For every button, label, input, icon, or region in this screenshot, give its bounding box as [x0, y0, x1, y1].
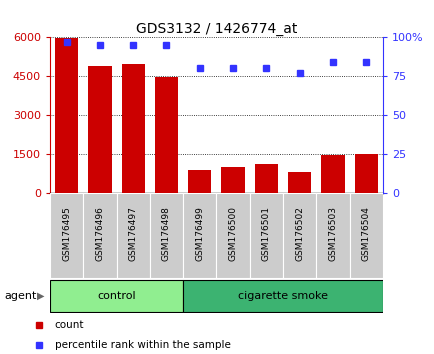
Bar	[354, 154, 377, 193]
Bar	[121, 64, 145, 193]
Text: GSM176502: GSM176502	[294, 206, 303, 261]
Bar	[155, 78, 178, 193]
Text: GSM176496: GSM176496	[95, 206, 104, 261]
Bar	[83, 193, 116, 278]
Text: GSM176500: GSM176500	[228, 206, 237, 261]
Text: ▶: ▶	[37, 291, 44, 301]
Bar	[349, 193, 382, 278]
Text: GSM176504: GSM176504	[361, 206, 370, 261]
Text: GSM176495: GSM176495	[62, 206, 71, 261]
Bar	[316, 193, 349, 278]
Bar	[55, 39, 78, 193]
Bar	[183, 280, 382, 312]
Bar	[320, 154, 344, 193]
Text: control: control	[97, 291, 135, 301]
Bar	[249, 193, 283, 278]
Text: GSM176501: GSM176501	[261, 206, 270, 261]
Bar	[116, 193, 149, 278]
Bar	[88, 66, 112, 193]
Text: cigarette smoke: cigarette smoke	[237, 291, 327, 301]
Text: percentile rank within the sample: percentile rank within the sample	[55, 340, 230, 350]
Text: GSM176503: GSM176503	[328, 206, 337, 261]
Bar	[187, 170, 211, 193]
Text: count: count	[55, 320, 84, 330]
Title: GDS3132 / 1426774_at: GDS3132 / 1426774_at	[135, 22, 296, 36]
Bar	[216, 193, 249, 278]
Bar	[149, 193, 183, 278]
Text: agent: agent	[4, 291, 36, 301]
Bar	[183, 193, 216, 278]
Bar	[283, 193, 316, 278]
Bar	[50, 193, 83, 278]
Bar	[50, 280, 183, 312]
Text: GSM176499: GSM176499	[195, 206, 204, 261]
Bar	[254, 164, 277, 193]
Bar	[221, 167, 244, 193]
Text: GSM176497: GSM176497	[128, 206, 138, 261]
Text: GSM176498: GSM176498	[161, 206, 171, 261]
Bar	[287, 172, 311, 193]
